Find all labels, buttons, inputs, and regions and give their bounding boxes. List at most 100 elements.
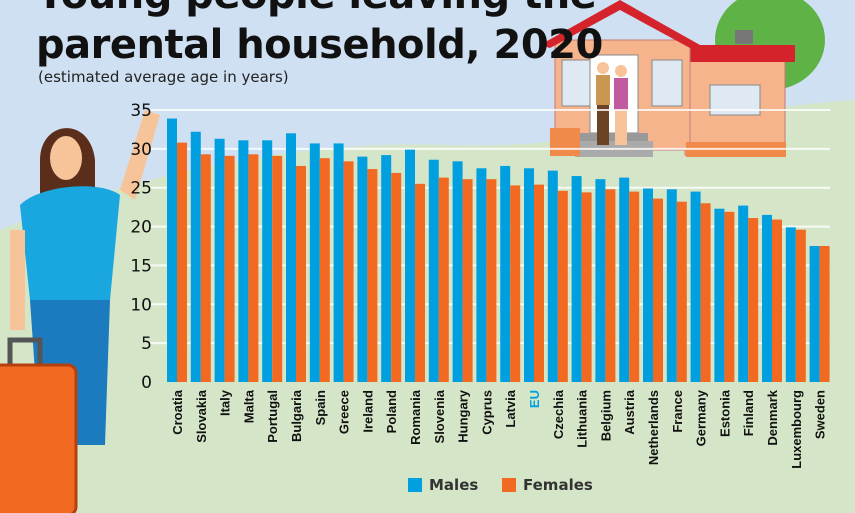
x-tick-label: Slovenia [432, 389, 447, 443]
x-tick-label: Bulgaria [289, 389, 304, 442]
bar-females-spain [319, 158, 330, 382]
bar-males-estonia [714, 208, 725, 382]
bar-females-france [676, 201, 687, 382]
bar-females-estonia [724, 211, 735, 382]
x-tick-label: EU [527, 390, 542, 408]
x-tick-label: Spain [313, 390, 328, 425]
x-tick-label: Slovakia [194, 389, 209, 443]
bar-females-bulgaria [296, 165, 306, 382]
y-tick-label: 5 [141, 334, 152, 354]
x-tick-label: Poland [384, 390, 399, 433]
x-tick-label: Germany [694, 389, 709, 446]
bar-males-lithuania [571, 176, 582, 382]
chart-title-line-2: parental household, 2020 [36, 22, 603, 68]
bar-males-italy [214, 138, 225, 382]
bar-females-cyprus [486, 179, 497, 382]
bar-females-netherlands [653, 198, 663, 382]
x-tick-label: Estonia [717, 389, 732, 437]
bar-males-croatia [167, 118, 177, 382]
bar-males-ireland [357, 156, 368, 382]
y-tick-label: 10 [130, 295, 152, 315]
bar-females-poland [391, 172, 402, 382]
bar-males-latvia [500, 165, 511, 382]
bar-males-belgium [595, 179, 606, 382]
y-tick-label: 35 [130, 101, 152, 121]
x-tick-label: Belgium [598, 390, 613, 441]
bar-males-eu [524, 168, 534, 382]
chart-title-line-1: Young people leaving the [36, 0, 597, 18]
legend-females: Females [502, 476, 593, 494]
bar-males-netherlands [643, 188, 653, 382]
bar-females-eu [534, 184, 544, 382]
bar-males-finland [738, 205, 749, 382]
y-tick-label: 15 [130, 256, 152, 276]
y-tick-label: 25 [130, 179, 152, 199]
bar-females-luxembourg [795, 229, 806, 382]
x-tick-label: France [670, 390, 685, 433]
bar-males-slovenia [428, 159, 439, 382]
bar-females-croatia [177, 142, 187, 382]
legend-label-females: Females [523, 476, 593, 494]
x-tick-label: Lithuania [575, 389, 590, 448]
bar-females-ireland [367, 169, 378, 382]
bar-females-italy [224, 155, 235, 382]
x-tick-label: Sweden [813, 390, 828, 439]
bar-males-malta [238, 140, 249, 382]
bar-males-austria [619, 177, 630, 382]
x-tick-label: Malta [241, 389, 256, 423]
bar-females-sweden [819, 246, 830, 382]
bar-females-slovakia [200, 154, 211, 382]
bar-females-romania [415, 183, 425, 382]
bar-males-denmark [762, 214, 772, 382]
bar-males-bulgaria [286, 133, 296, 382]
x-tick-label: Cyprus [479, 390, 494, 435]
house-illustration [540, 0, 795, 157]
y-tick-label: 0 [141, 373, 152, 393]
bar-females-finland [748, 218, 759, 382]
bar-males-sweden [809, 246, 820, 382]
legend-swatch-females [502, 478, 516, 492]
y-tick-label: 20 [130, 218, 152, 238]
grass-hill [0, 100, 855, 513]
legend-males: Males [408, 476, 478, 494]
bar-males-hungary [452, 161, 463, 382]
bar-females-malta [248, 154, 259, 382]
bar-females-portugal [272, 155, 283, 382]
bar-males-germany [690, 191, 701, 382]
x-tick-label: Austria [622, 389, 637, 435]
bar-females-lithuania [581, 192, 592, 382]
bar-males-luxembourg [785, 227, 796, 382]
bar-females-latvia [510, 185, 521, 382]
suitcase-illustration [0, 337, 78, 513]
bar-males-france [666, 189, 677, 382]
x-tick-label: Czechia [551, 389, 566, 439]
x-tick-label: Romania [408, 389, 423, 445]
x-tick-label: Greece [337, 390, 352, 434]
bar-males-portugal [262, 140, 273, 382]
bar-males-poland [381, 155, 392, 382]
x-tick-label: Portugal [265, 390, 280, 443]
x-tick-label: Denmark [765, 389, 780, 445]
y-tick-label: 30 [130, 140, 152, 160]
x-tick-label: Croatia [170, 389, 185, 435]
bar-females-germany [700, 203, 711, 382]
bar-females-denmark [772, 219, 782, 382]
bar-males-cyprus [476, 168, 487, 382]
x-tick-label: Netherlands [646, 390, 661, 465]
bar-males-slovakia [190, 131, 201, 382]
bar-females-slovenia [438, 177, 449, 382]
legend-swatch-males [408, 478, 422, 492]
x-tick-label: Italy [218, 389, 233, 416]
legend-label-males: Males [429, 476, 479, 494]
bar-females-czechia [557, 190, 568, 382]
bar-males-greece [333, 143, 344, 382]
x-tick-label: Ireland [360, 390, 375, 433]
x-tick-label: Latvia [503, 389, 518, 427]
bar-females-greece [343, 161, 354, 382]
bar-males-romania [405, 149, 415, 382]
x-tick-label: Luxembourg [789, 390, 804, 469]
x-tick-label: Hungary [456, 389, 471, 443]
bar-males-spain [309, 143, 320, 382]
